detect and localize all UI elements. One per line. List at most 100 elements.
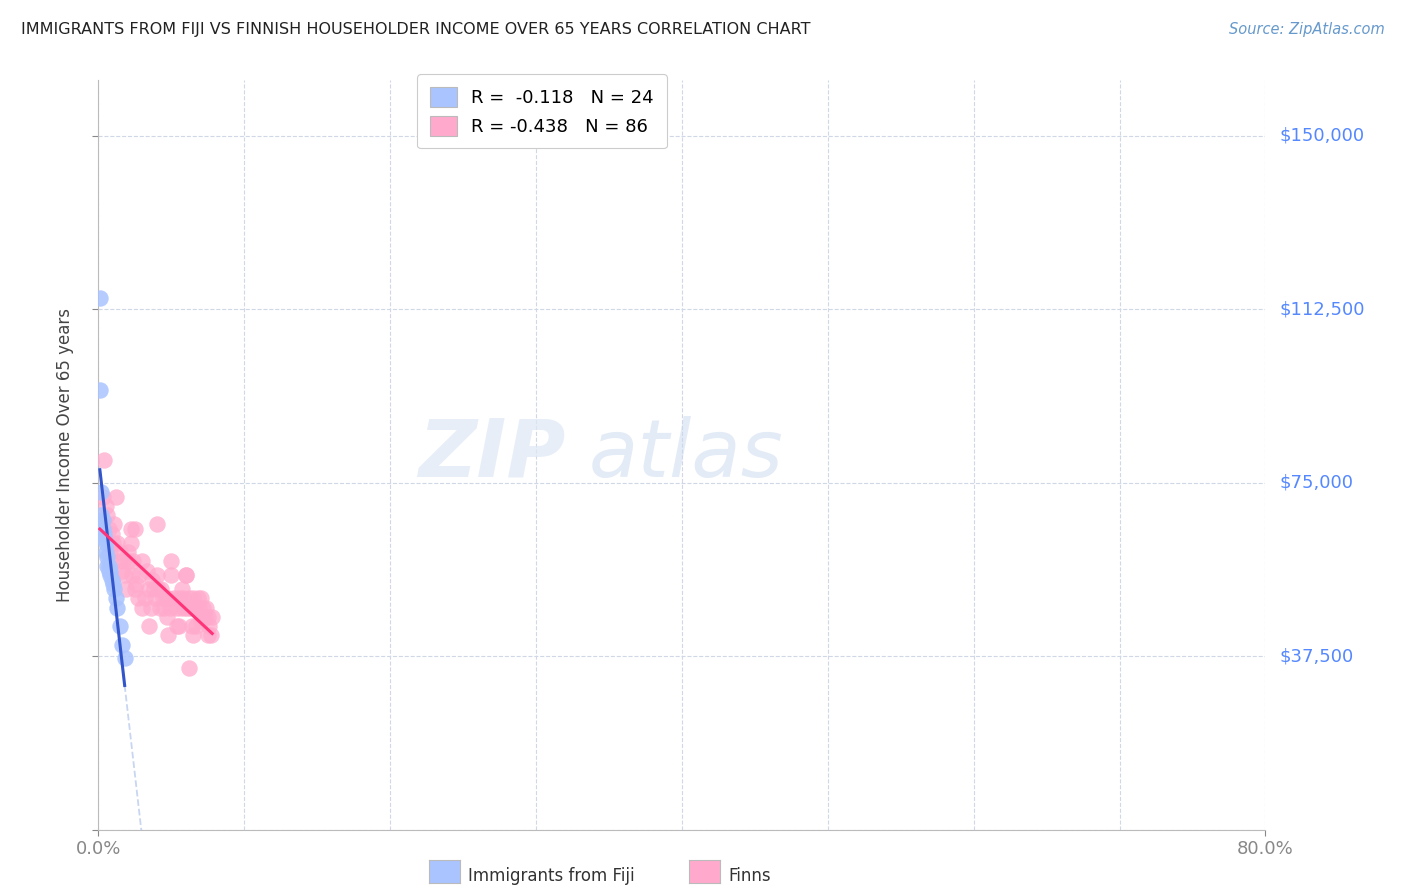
Point: [90, 508, 112, 522]
Point: [193, 600, 215, 615]
Point: [97, 522, 120, 536]
Point: [186, 619, 208, 633]
Point: [139, 600, 162, 615]
Point: [138, 582, 160, 596]
Point: [120, 536, 142, 550]
Point: [121, 568, 143, 582]
Point: [198, 619, 221, 633]
Point: [167, 591, 190, 606]
Point: [111, 638, 134, 652]
Point: [110, 545, 132, 559]
Point: [201, 609, 224, 624]
Point: [188, 600, 211, 615]
Point: [117, 545, 139, 559]
Point: [135, 564, 157, 578]
Point: [98, 545, 121, 559]
Point: [90, 484, 112, 499]
Point: [200, 628, 222, 642]
Point: [157, 628, 180, 642]
Y-axis label: Householder Income Over 65 years: Householder Income Over 65 years: [56, 308, 75, 602]
Point: [122, 554, 145, 568]
Point: [104, 591, 127, 606]
Point: [91, 513, 114, 527]
Point: [101, 536, 124, 550]
Point: [103, 582, 125, 596]
Point: [103, 517, 125, 532]
Legend: R =  -0.118   N = 24, R = -0.438   N = 86: R = -0.118 N = 24, R = -0.438 N = 86: [418, 74, 666, 148]
Text: Finns: Finns: [728, 867, 770, 885]
Point: [160, 554, 183, 568]
Point: [97, 558, 120, 573]
Point: [152, 591, 174, 606]
Point: [91, 522, 114, 536]
Point: [195, 600, 218, 615]
Point: [174, 568, 197, 582]
Text: atlas: atlas: [589, 416, 783, 494]
Text: $112,500: $112,500: [1279, 301, 1365, 318]
Point: [89, 513, 111, 527]
Point: [187, 591, 209, 606]
Point: [180, 619, 202, 633]
Point: [156, 609, 179, 624]
Point: [197, 609, 219, 624]
Text: $37,500: $37,500: [1279, 647, 1354, 665]
Point: [120, 522, 142, 536]
Point: [157, 591, 180, 606]
Point: [110, 619, 132, 633]
Text: IMMIGRANTS FROM FIJI VS FINNISH HOUSEHOLDER INCOME OVER 65 YEARS CORRELATION CHA: IMMIGRANTS FROM FIJI VS FINNISH HOUSEHOL…: [21, 22, 811, 37]
Point: [117, 554, 139, 568]
Point: [108, 554, 131, 568]
Point: [114, 568, 136, 582]
Point: [124, 582, 146, 596]
Point: [149, 600, 172, 615]
Point: [93, 452, 115, 467]
Point: [181, 591, 204, 606]
Point: [163, 591, 186, 606]
Point: [91, 490, 114, 504]
Point: [179, 600, 201, 615]
Point: [104, 490, 127, 504]
Point: [150, 582, 173, 596]
Point: [142, 582, 165, 596]
Point: [170, 582, 193, 596]
Point: [165, 600, 187, 615]
Point: [98, 568, 121, 582]
Point: [115, 582, 138, 596]
Point: [181, 628, 204, 642]
Point: [131, 554, 153, 568]
Point: [191, 609, 214, 624]
Point: [98, 564, 121, 578]
Point: [93, 531, 115, 545]
Point: [94, 545, 117, 559]
Point: [143, 591, 166, 606]
Point: [176, 600, 198, 615]
Point: [96, 558, 118, 573]
Point: [153, 600, 176, 615]
Point: [173, 600, 195, 615]
Point: [114, 651, 136, 665]
Point: [194, 609, 217, 624]
Point: [159, 600, 181, 615]
Point: [183, 600, 205, 615]
Point: [177, 591, 200, 606]
Point: [197, 628, 219, 642]
Point: [155, 591, 177, 606]
Point: [177, 661, 200, 675]
Point: [146, 568, 169, 582]
Text: $150,000: $150,000: [1279, 127, 1364, 145]
Point: [190, 591, 212, 606]
Point: [128, 568, 150, 582]
Point: [134, 591, 156, 606]
Text: $75,000: $75,000: [1279, 474, 1354, 491]
Point: [141, 573, 163, 587]
Point: [172, 591, 194, 606]
Point: [94, 499, 117, 513]
Point: [112, 554, 135, 568]
Point: [131, 600, 153, 615]
Point: [101, 577, 124, 591]
Point: [146, 517, 169, 532]
Point: [105, 536, 128, 550]
Point: [94, 536, 117, 550]
Point: [89, 383, 111, 397]
Point: [100, 573, 122, 587]
